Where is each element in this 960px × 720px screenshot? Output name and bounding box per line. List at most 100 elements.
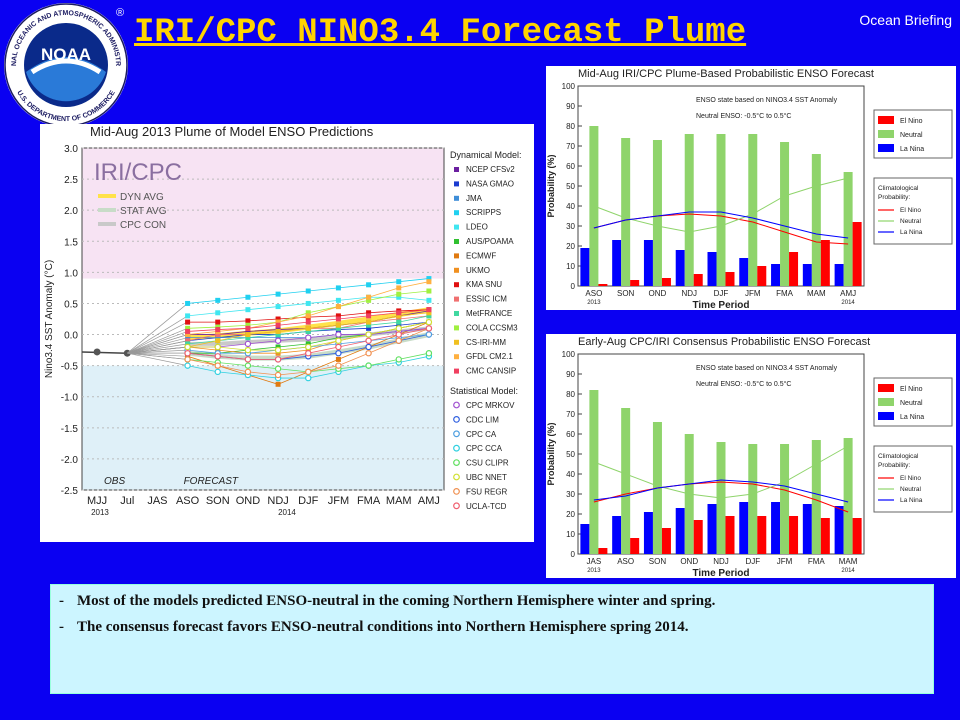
- model-point: [396, 316, 402, 322]
- chart-title: Early-Aug CPC/IRI Consensus Probabilisti…: [578, 336, 870, 348]
- model-point: [395, 325, 402, 332]
- fan-line: [127, 331, 188, 354]
- model-point: [365, 349, 372, 357]
- climatology-legend-box: [873, 445, 953, 513]
- legend-label: La Nina: [900, 229, 923, 236]
- model-point: [335, 362, 342, 369]
- y-axis-label: Nino3.4 SST Anomaly (°C): [44, 260, 55, 378]
- model-point: [335, 331, 342, 338]
- model-point: [275, 319, 281, 325]
- legend-marker: [454, 253, 459, 259]
- x-tick-label: DJF: [745, 557, 760, 566]
- model-point: [395, 331, 402, 338]
- y-tick-label: 70: [566, 142, 575, 151]
- bar: [643, 512, 653, 554]
- bar: [580, 524, 590, 554]
- year-label: 2013: [91, 508, 109, 517]
- legend-swatch: [878, 384, 894, 392]
- y-tick-label: -0.5: [61, 362, 79, 373]
- bar: [820, 240, 830, 286]
- model-point: [275, 322, 281, 328]
- bar: [834, 264, 844, 286]
- y-tick-label: 2.0: [64, 206, 78, 217]
- legend-heading: Probability:: [878, 194, 910, 201]
- model-point: [366, 282, 372, 288]
- legend-label: Neutral: [900, 218, 922, 225]
- el-nino-zone: [82, 148, 444, 279]
- x-tick-label: SON: [617, 289, 635, 298]
- legend-label: UBC NNET: [466, 473, 507, 482]
- model-point: [185, 300, 191, 306]
- bar: [589, 390, 599, 554]
- bar: [598, 284, 608, 286]
- plume-probability-chart: Mid-Aug IRI/CPC Plume-Based Probabilisti…: [546, 68, 953, 311]
- x-tick-label: OND: [649, 289, 667, 298]
- legend-heading: Statistical Model:: [450, 386, 518, 396]
- model-point: [425, 349, 433, 357]
- y-tick-label: 60: [566, 430, 575, 439]
- bar: [811, 440, 821, 554]
- y-tick-label: 60: [566, 162, 575, 171]
- model-point: [335, 285, 341, 291]
- legend-marker: [453, 502, 460, 510]
- x-tick-label: NDJ: [713, 557, 729, 566]
- bar: [802, 504, 812, 554]
- model-point: [335, 316, 341, 322]
- legend-label: CMC CANSIP: [466, 367, 516, 376]
- bar: [771, 264, 781, 286]
- x-tick-label: SON: [649, 557, 667, 566]
- y-tick-label: -2.5: [61, 486, 79, 497]
- legend-label: CS-IRI-MM: [466, 338, 506, 347]
- legend-heading: Probability:: [878, 462, 910, 469]
- bar: [643, 240, 653, 286]
- bar: [675, 508, 685, 554]
- y-tick-label: -1.0: [61, 393, 79, 404]
- model-point: [245, 332, 251, 338]
- x-tick-label: JFM: [745, 289, 761, 298]
- plume-chart-panel: 3.0 2.5 2.0 1.5 1.0 0.5 0.0 -0.5 -1.0 -1.5 -2.0 -2.…: [40, 124, 534, 542]
- model-point: [185, 328, 191, 334]
- model-point: [335, 325, 341, 331]
- legend-label: El Nino: [900, 475, 921, 482]
- model-point: [184, 356, 191, 363]
- bar: [652, 140, 662, 286]
- bar: [757, 266, 767, 286]
- x-tick-label: NDJ: [681, 289, 697, 298]
- legend-label: ESSIC ICM: [466, 295, 507, 304]
- model-point: [275, 328, 281, 334]
- x-tick-label: OND: [680, 557, 698, 566]
- legend-label: Neutral: [900, 400, 923, 407]
- y-tick-label: 50: [566, 450, 575, 459]
- fan-line: [127, 343, 188, 354]
- model-point: [426, 310, 432, 316]
- bar: [693, 520, 703, 554]
- model-point: [244, 368, 252, 376]
- legend-swatch: [878, 398, 894, 406]
- model-point: [185, 319, 191, 325]
- model-point: [214, 343, 221, 351]
- model-point: [215, 310, 221, 316]
- legend-marker: [454, 311, 459, 316]
- y-tick-label: 1.5: [64, 237, 78, 248]
- bar: [757, 516, 767, 554]
- legend-label: CSU CLIPR: [466, 459, 509, 468]
- y-tick-label: 40: [566, 202, 575, 211]
- model-point: [305, 313, 311, 319]
- model-point: [275, 381, 281, 387]
- obs-label: OBS: [104, 476, 125, 487]
- legend-label: Neutral: [900, 486, 922, 493]
- model-point: [396, 291, 402, 297]
- summary-bullet: - Most of the models predicted ENSO-neutr…: [59, 593, 716, 609]
- model-point: [215, 297, 221, 303]
- x-tick-label: JAS: [587, 557, 602, 566]
- legend-label: UKMO: [466, 266, 490, 275]
- legend-label: CPC MRKOV: [466, 401, 515, 410]
- legend-marker: [453, 444, 460, 452]
- bar: [707, 252, 717, 286]
- legend-label: KMA SNU: [466, 280, 502, 289]
- bar: [612, 516, 622, 554]
- legend-label: SCRIPPS: [466, 208, 501, 217]
- model-point: [245, 318, 251, 324]
- y-tick-label: 0: [571, 550, 576, 559]
- legend-swatch: [878, 130, 894, 138]
